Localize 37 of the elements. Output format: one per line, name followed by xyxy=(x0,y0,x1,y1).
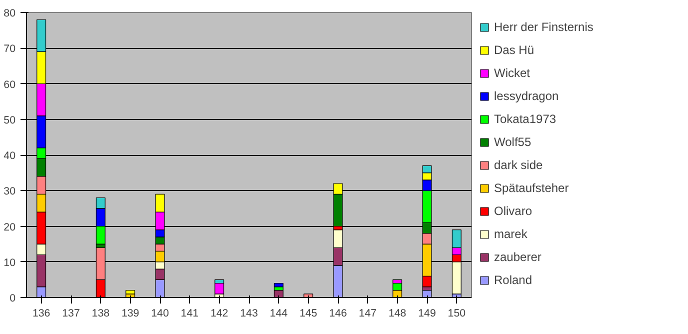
y-tick-label: 50 xyxy=(4,114,16,126)
legend-label: Olivaro xyxy=(494,204,532,218)
legend-label: lessydragon xyxy=(494,89,559,103)
legend-label: marek xyxy=(494,227,528,241)
legend-label: Spätaufsteher xyxy=(494,181,569,195)
legend-label: Roland xyxy=(494,273,532,287)
x-tick-label: 136 xyxy=(32,308,50,320)
legend-label: Tokata1973 xyxy=(494,112,556,126)
x-tick-label: 141 xyxy=(180,308,199,320)
y-tick-label: 0 xyxy=(10,292,16,304)
legend-label: Wolf55 xyxy=(494,135,532,149)
legend-label: zauberer xyxy=(494,250,542,264)
y-tick-label: 10 xyxy=(4,256,16,269)
legend-label: Das Hü xyxy=(494,43,534,57)
y-tick-label: 20 xyxy=(4,221,16,234)
x-tick-label: 150 xyxy=(448,308,466,320)
x-tick-label: 140 xyxy=(151,308,169,320)
y-tick-label: 80 xyxy=(4,8,16,20)
y-tick-label: 70 xyxy=(4,43,16,56)
x-tick-label: 144 xyxy=(270,308,288,320)
legend-label: dark side xyxy=(494,158,543,172)
y-tick-label: 30 xyxy=(4,186,16,198)
x-tick-label: 149 xyxy=(418,308,436,320)
y-tick-label: 60 xyxy=(4,78,16,91)
y-tick-label: 40 xyxy=(4,150,16,162)
legend-label: Wicket xyxy=(494,66,530,80)
legend-label: Herr der Finsternis xyxy=(494,20,594,34)
x-tick-label: 138 xyxy=(92,308,110,320)
x-tick-label: 142 xyxy=(210,308,228,320)
x-tick-label: 147 xyxy=(358,308,377,320)
x-tick-label: 145 xyxy=(299,308,318,320)
bar xyxy=(274,282,284,288)
x-tick-label: 137 xyxy=(62,308,80,320)
x-tick-label: 148 xyxy=(388,308,406,320)
x-tick-label: 139 xyxy=(121,308,140,320)
x-tick-label: 143 xyxy=(240,308,258,320)
x-tick-label: 146 xyxy=(329,308,347,320)
